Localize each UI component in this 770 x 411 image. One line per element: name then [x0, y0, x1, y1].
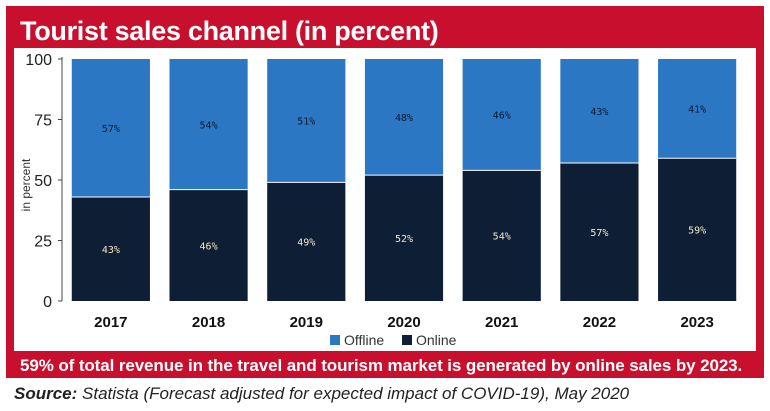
- bar-online: [267, 182, 346, 301]
- chart-title: Tourist sales channel (in percent): [20, 16, 439, 46]
- bar-online: [462, 170, 541, 301]
- bar-online: [658, 158, 737, 301]
- data-label-online: 54%: [493, 232, 511, 243]
- bar-offline: [364, 59, 444, 176]
- bar-offline: [560, 59, 639, 164]
- bar-offline: [169, 59, 248, 190]
- x-tick-label: 2022: [583, 314, 616, 331]
- data-label-offline: 57%: [102, 124, 120, 135]
- y-tick-label: 0: [43, 294, 52, 311]
- legend-swatch-offline: [330, 335, 340, 345]
- bar-offline: [71, 59, 150, 197]
- legend-label-online: Online: [416, 332, 457, 348]
- data-label-offline: 41%: [688, 105, 706, 116]
- x-tick-label: 2021: [485, 314, 518, 331]
- x-tick-label: 2019: [290, 314, 323, 331]
- data-label-offline: 51%: [297, 117, 315, 128]
- source-label: Source:: [14, 384, 78, 403]
- legend-swatch-online: [402, 335, 412, 345]
- chart-area: 0 25 50 75 100 in percent 43% 57% 2017 46% 54% 2018…: [14, 48, 756, 351]
- data-label-offline: 43%: [590, 107, 608, 118]
- source-text: Statista (Forecast adjusted for expected…: [82, 384, 630, 403]
- data-label-online: 52%: [395, 234, 413, 245]
- bar-online: [560, 163, 639, 301]
- y-tick-label: 75: [34, 113, 52, 130]
- x-tick-label: 2023: [680, 314, 713, 331]
- legend-label-offline: Offline: [344, 332, 384, 348]
- x-tick-label: 2020: [387, 314, 420, 331]
- bar-offline: [462, 59, 541, 171]
- data-label-online: 43%: [102, 245, 120, 256]
- bar-online: [169, 189, 248, 301]
- bar-online: [71, 196, 150, 301]
- data-label-offline: 48%: [395, 113, 413, 124]
- bar-offline: [267, 59, 346, 183]
- y-tick-label: 50: [34, 173, 52, 190]
- y-tick-label: 100: [25, 52, 52, 69]
- data-label-online: 49%: [297, 238, 315, 249]
- x-tick-label: 2017: [94, 314, 127, 331]
- data-label-online: 46%: [200, 241, 218, 252]
- source-line: Source: Statista (Forecast adjusted for …: [14, 384, 629, 404]
- chart-frame: Tourist sales channel (in percent) 0 25 50…: [6, 6, 764, 378]
- stacked-bar-chart: 0 25 50 75 100 in percent 43% 57% 2017 46% 54% 2018…: [19, 52, 737, 348]
- bar-offline: [658, 59, 737, 159]
- y-axis-title: in percent: [19, 158, 33, 211]
- data-label-offline: 54%: [200, 120, 218, 131]
- y-tick-label: 25: [34, 234, 52, 251]
- data-label-online: 57%: [590, 228, 608, 239]
- x-tick-label: 2018: [192, 314, 225, 331]
- bar-online: [364, 175, 444, 301]
- data-label-offline: 46%: [493, 111, 511, 122]
- data-label-online: 59%: [688, 226, 706, 237]
- chart-footnote: 59% of total revenue in the travel and t…: [20, 356, 743, 375]
